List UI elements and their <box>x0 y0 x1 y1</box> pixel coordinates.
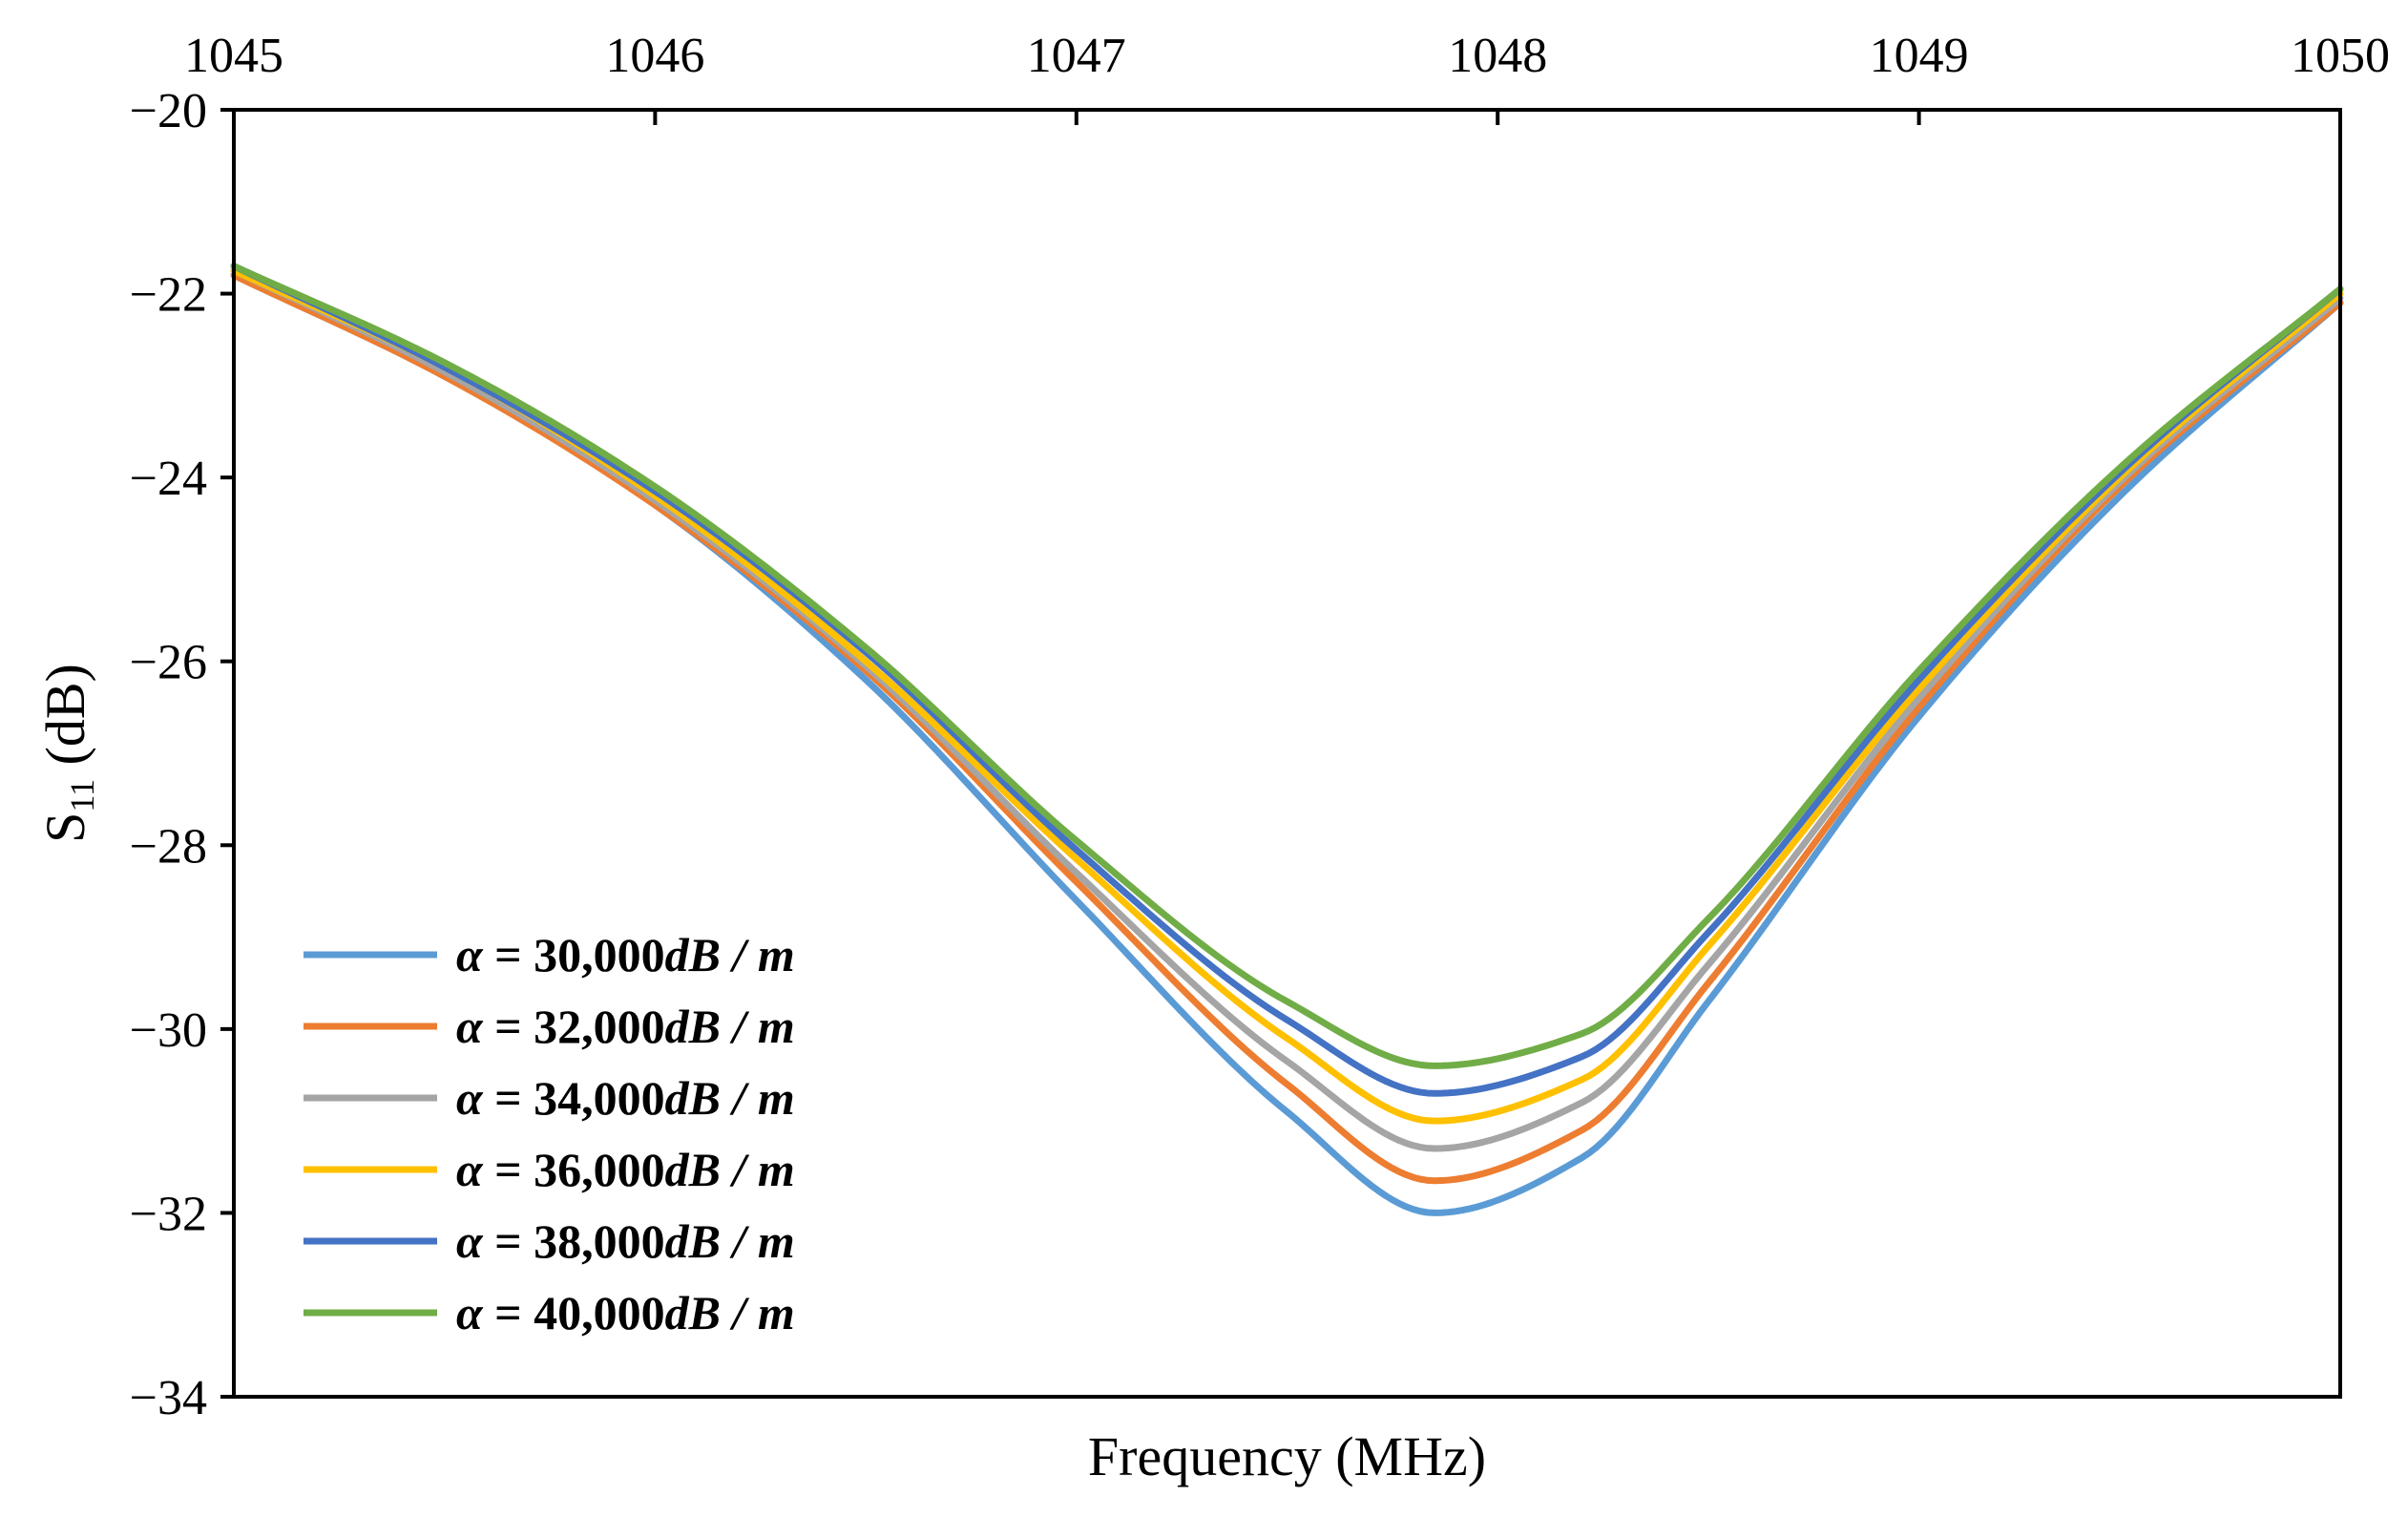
legend-unit: dB / m <box>665 1214 795 1268</box>
x-tick-label: 1048 <box>1448 29 1547 83</box>
series-line-5 <box>230 263 2344 1097</box>
legend-equals: = <box>483 1286 534 1339</box>
series-layer <box>230 263 2344 1216</box>
legend-equals: = <box>483 928 534 981</box>
legend-value: 30,000 <box>534 928 665 981</box>
legend-equals: = <box>483 1143 534 1196</box>
legend-value: 38,000 <box>534 1214 665 1268</box>
y-tick-label: −32 <box>130 1187 207 1241</box>
legend-value: 36,000 <box>534 1143 665 1196</box>
x-tick-label: 1047 <box>1027 29 1126 83</box>
legend-label-2: α = 32,000dB / m <box>456 1000 795 1053</box>
y-tick-label: −20 <box>130 84 207 138</box>
legend-alpha: α <box>456 1143 484 1196</box>
legend-alpha: α <box>456 1214 484 1268</box>
legend-label-3: α = 34,000dB / m <box>456 1071 795 1125</box>
y-axis-title-main: S <box>34 812 96 843</box>
legend-value: 32,000 <box>534 1000 665 1053</box>
x-axis-title: Frequency (MHz) <box>1088 1425 1486 1487</box>
legend-value: 34,000 <box>534 1071 665 1125</box>
x-tick-label: 1049 <box>1870 29 1969 83</box>
legend-equals: = <box>483 1000 534 1053</box>
y-tick-label: −26 <box>130 636 207 690</box>
legend-alpha: α <box>456 928 484 981</box>
series-line-2 <box>230 271 2344 1185</box>
y-tick-label: −28 <box>130 819 207 874</box>
legend-alpha: α <box>456 1286 484 1339</box>
legend-unit: dB / m <box>665 1143 795 1196</box>
series-line-6 <box>230 263 2344 1069</box>
y-tick-label: −30 <box>130 1003 207 1058</box>
legend-alpha: α <box>456 1071 484 1125</box>
legend-label-6: α = 40,000dB / m <box>456 1286 795 1339</box>
legend-label-1: α = 30,000dB / m <box>456 928 795 981</box>
y-axis-title-subscript: 11 <box>63 779 101 812</box>
legend-equals: = <box>483 1214 534 1268</box>
x-tick-label: 1046 <box>605 29 704 83</box>
legend-value: 40,000 <box>534 1286 665 1339</box>
x-tick-label: 1050 <box>2291 29 2390 83</box>
legend-unit: dB / m <box>665 1000 795 1053</box>
y-tick-label: −22 <box>130 268 207 323</box>
x-tick-label: 1045 <box>184 29 283 83</box>
legend-unit: dB / m <box>665 1286 795 1339</box>
y-tick-label: −24 <box>130 452 207 506</box>
legend-equals: = <box>483 1071 534 1125</box>
legend-alpha: α <box>456 1000 484 1053</box>
y-tick-label: −34 <box>130 1371 207 1425</box>
legend-unit: dB / m <box>665 1071 795 1125</box>
legend-label-5: α = 38,000dB / m <box>456 1214 795 1268</box>
y-axis-title-unit: (dB) <box>34 664 96 779</box>
series-line-3 <box>230 267 2344 1152</box>
y-axis-title: S11 (dB) <box>34 664 101 843</box>
plot-area-frame <box>232 108 2342 1399</box>
legend-label-4: α = 36,000dB / m <box>456 1143 795 1196</box>
legend: α = 30,000dB / mα = 32,000dB / mα = 34,0… <box>304 928 795 1339</box>
y-axis: −20 −22 −24 −26 −28 −30 −32 −34 <box>130 84 234 1425</box>
legend-unit: dB / m <box>665 928 795 981</box>
x-axis: 1045 1046 1047 1048 1049 1050 <box>184 29 2390 125</box>
